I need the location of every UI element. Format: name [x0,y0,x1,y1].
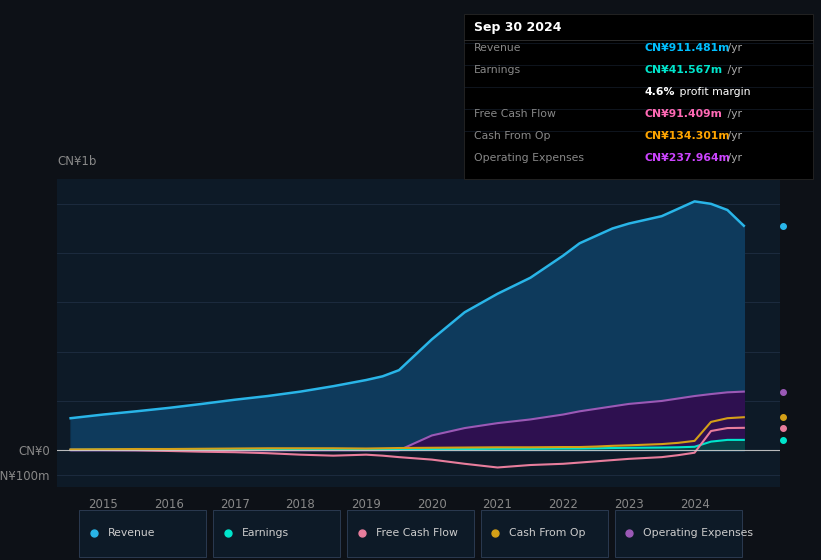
Text: CN¥41.567m: CN¥41.567m [644,65,722,75]
Text: /yr: /yr [724,65,742,75]
Text: 4.6%: 4.6% [644,87,675,97]
Text: Operating Expenses: Operating Expenses [644,529,753,538]
Text: Cash From Op: Cash From Op [509,529,586,538]
Text: CN¥237.964m: CN¥237.964m [644,153,731,164]
Text: Earnings: Earnings [241,529,289,538]
Text: /yr: /yr [724,43,742,53]
Text: Sep 30 2024: Sep 30 2024 [474,21,562,34]
Text: Revenue: Revenue [108,529,155,538]
Text: Earnings: Earnings [474,65,521,75]
Text: Free Cash Flow: Free Cash Flow [474,109,556,119]
Text: CN¥1b: CN¥1b [57,155,97,168]
Text: /yr: /yr [724,109,742,119]
Text: CN¥91.409m: CN¥91.409m [644,109,722,119]
Text: Operating Expenses: Operating Expenses [474,153,584,164]
Text: CN¥911.481m: CN¥911.481m [644,43,730,53]
Text: /yr: /yr [724,153,742,164]
Text: /yr: /yr [724,131,742,141]
Text: profit margin: profit margin [676,87,750,97]
Text: Free Cash Flow: Free Cash Flow [376,529,457,538]
Text: Revenue: Revenue [474,43,521,53]
Text: Cash From Op: Cash From Op [474,131,550,141]
Text: CN¥134.301m: CN¥134.301m [644,131,730,141]
